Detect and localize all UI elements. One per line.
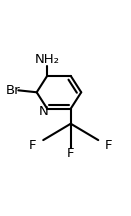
Text: F: F bbox=[105, 139, 113, 152]
Text: NH₂: NH₂ bbox=[35, 53, 60, 66]
Text: Br: Br bbox=[6, 84, 20, 97]
Text: F: F bbox=[29, 139, 37, 152]
Text: N: N bbox=[38, 105, 48, 118]
Text: F: F bbox=[67, 147, 75, 160]
